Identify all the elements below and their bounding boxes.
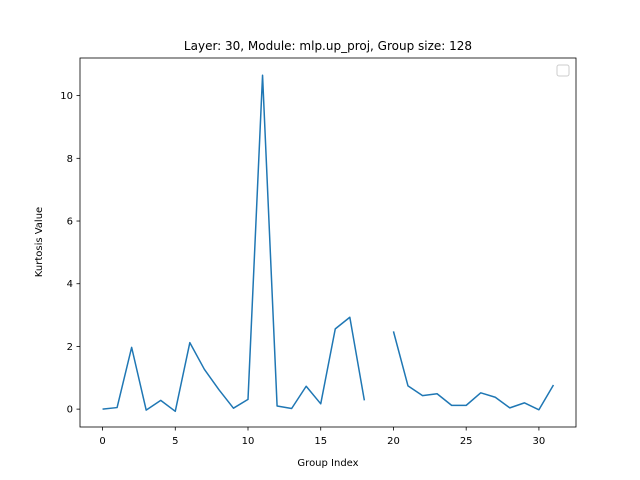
y-tick-label: 0 xyxy=(67,405,73,416)
y-tick-label: 10 xyxy=(60,91,73,102)
y-axis-label: Kurtosis Value xyxy=(34,207,45,277)
series-layer xyxy=(102,74,555,413)
x-tick-label: 15 xyxy=(314,436,327,447)
y-tick-label: 2 xyxy=(67,342,73,353)
y-axis-ticks: 0 2 4 6 8 10 xyxy=(60,91,80,416)
plot-frame xyxy=(79,57,577,428)
series-line-segment xyxy=(392,331,555,411)
x-tick-label: 0 xyxy=(99,436,105,447)
series-line-segment xyxy=(102,74,366,413)
x-axis-ticks: 0 5 10 15 20 25 30 xyxy=(99,427,545,447)
x-tick-label: 30 xyxy=(533,436,546,447)
y-tick-label: 8 xyxy=(67,154,73,165)
x-tick-label: 25 xyxy=(460,436,473,447)
x-tick-label: 10 xyxy=(242,436,255,447)
legend-box xyxy=(556,64,570,77)
y-tick-label: 6 xyxy=(67,217,73,228)
chart-title: Layer: 30, Module: mlp.up_proj, Group si… xyxy=(184,39,472,53)
x-axis-label: Group Index xyxy=(297,458,358,469)
x-tick-label: 5 xyxy=(172,436,178,447)
y-tick-label: 4 xyxy=(67,279,73,290)
x-tick-label: 20 xyxy=(387,436,400,447)
